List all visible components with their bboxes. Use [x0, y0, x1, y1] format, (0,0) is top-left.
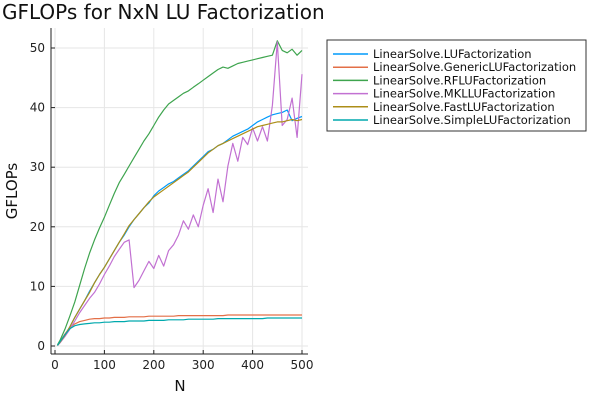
- y-tick-label: 20: [30, 220, 45, 234]
- chart-title: GFLOPs for NxN LU Factorization: [2, 0, 325, 24]
- axes: [50, 28, 308, 355]
- x-tick-label: 0: [51, 358, 59, 372]
- series-line-5: [57, 317, 302, 346]
- legend-label: LinearSolve.LUFactorization: [373, 47, 532, 61]
- series-line-3: [57, 41, 303, 346]
- series-line-2: [56, 40, 303, 346]
- x-tick-label: 500: [291, 358, 314, 372]
- grid: [51, 28, 308, 354]
- x-tick-label: 200: [142, 358, 165, 372]
- legend-label: LinearSolve.GenericLUFactorization: [373, 60, 576, 74]
- legend: LinearSolve.LUFactorizationLinearSolve.G…: [326, 39, 587, 132]
- series-line-1: [57, 314, 302, 346]
- x-tick-label: 100: [93, 358, 116, 372]
- series-line-0: [57, 109, 303, 346]
- legend-label: LinearSolve.FastLUFactorization: [373, 100, 555, 114]
- y-tick-label: 50: [30, 41, 45, 55]
- legend-label: LinearSolve.SimpleLUFactorization: [373, 113, 571, 127]
- x-axis-title: N: [174, 377, 185, 395]
- legend-label: LinearSolve.RFLUFactorization: [373, 73, 546, 87]
- series-line-4: [57, 118, 303, 346]
- y-tick-label: 10: [30, 279, 45, 293]
- x-tick-label: 400: [241, 358, 264, 372]
- tick-labels: 0 100 200 300 400 500 0 10 20 30 40 50: [30, 41, 314, 372]
- y-axis-title: GFLOPs: [3, 163, 21, 220]
- y-tick-label: 0: [37, 339, 45, 353]
- y-tick-label: 30: [30, 160, 45, 174]
- series-group: [56, 40, 303, 346]
- legend-box: [326, 39, 587, 132]
- x-tick-label: 300: [192, 358, 215, 372]
- y-tick-label: 40: [30, 101, 45, 115]
- legend-label: LinearSolve.MKLLUFactorization: [373, 87, 555, 101]
